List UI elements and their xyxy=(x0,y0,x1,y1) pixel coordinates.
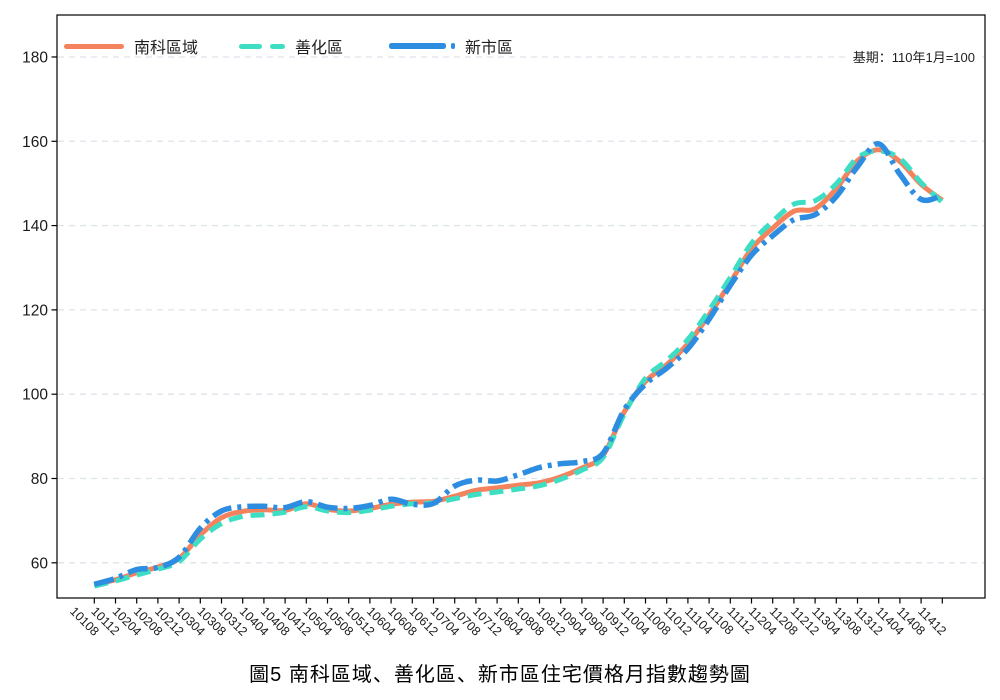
y-tick-label: 140 xyxy=(22,218,48,235)
legend-label-shanhua: 善化區 xyxy=(295,40,344,57)
y-tick-label: 180 xyxy=(22,49,48,66)
dash-dot-line-swatch-icon xyxy=(389,43,455,49)
chart-title: 圖5 南科區域、善化區、新市區住宅價格月指數趨勢圖 xyxy=(249,664,751,686)
base-period-note: 基期：110年1月=100 xyxy=(849,47,978,66)
legend-item-xinshi: 新市區 xyxy=(389,35,513,57)
legend-label-nanke: 南科區域 xyxy=(134,40,199,57)
solid-line-swatch-icon xyxy=(64,43,124,49)
y-tick-label: 100 xyxy=(22,387,48,404)
series-line-shanhua xyxy=(93,148,945,589)
y-tick-label: 60 xyxy=(31,555,49,572)
dashed-line-swatch-icon xyxy=(239,43,285,49)
series-line-xinshi xyxy=(93,141,944,587)
plot-border xyxy=(56,14,986,599)
series-line-nanke xyxy=(93,147,944,588)
legend: 南科區域 善化區 新市區 xyxy=(0,35,1000,57)
legend-item-nanke: 南科區域 xyxy=(64,35,198,57)
legend-label-xinshi: 新市區 xyxy=(465,40,514,57)
legend-item-shanhua: 善化區 xyxy=(239,35,343,57)
y-tick-label: 160 xyxy=(22,134,48,151)
y-tick-label: 120 xyxy=(22,302,48,319)
y-tick-label: 80 xyxy=(31,471,49,488)
